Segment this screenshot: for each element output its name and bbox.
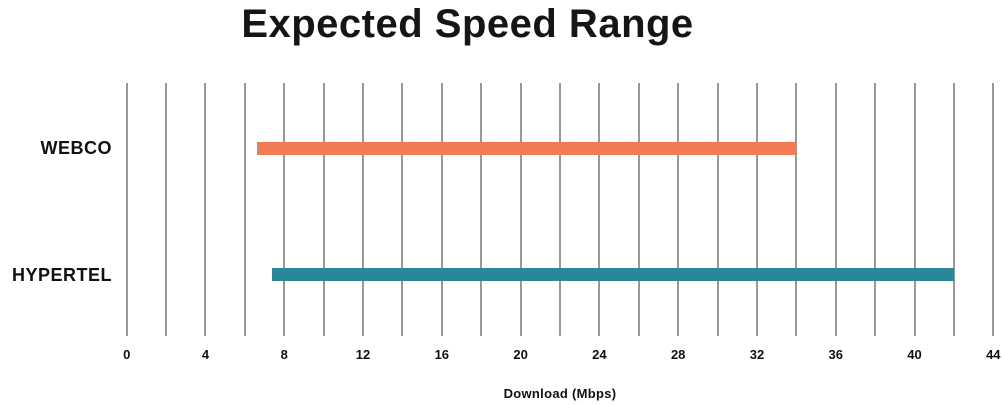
gridline: [755, 83, 758, 336]
x-tick-label: 40: [907, 347, 922, 362]
gridline: [480, 83, 483, 336]
x-axis-label: Download (Mbps): [503, 386, 617, 401]
range-bar-webco: [256, 141, 797, 155]
x-tick-label: 36: [828, 347, 843, 362]
x-tick-label: 28: [670, 347, 686, 362]
x-tick-label: 20: [513, 347, 528, 362]
gridline: [677, 83, 680, 336]
gridline: [204, 83, 207, 336]
gridline: [874, 83, 877, 336]
category-label-hypertel: HYPERTEL: [11, 264, 112, 285]
gridline: [795, 83, 798, 336]
gridline: [834, 83, 837, 336]
range-bar-hypertel: [272, 268, 954, 282]
gridline: [401, 83, 404, 336]
x-tick-label: 32: [749, 347, 765, 362]
gridline: [243, 83, 246, 336]
x-tick-label: 24: [592, 347, 607, 362]
gridline: [716, 83, 719, 336]
x-tick-label: 8: [280, 347, 288, 362]
gridline: [519, 83, 522, 336]
x-tick-label: 4: [201, 347, 210, 362]
x-tick-label: 0: [123, 347, 131, 362]
gridline: [637, 83, 640, 336]
gridline: [165, 83, 168, 336]
gridline: [559, 83, 561, 336]
gridline: [125, 83, 128, 336]
gridline: [952, 83, 955, 336]
category-label-webco: WEBCO: [40, 138, 112, 159]
x-tick-label: 16: [434, 347, 450, 362]
gridline: [598, 83, 601, 336]
gridline: [913, 83, 916, 336]
gridline: [440, 83, 443, 336]
x-tick-label: 12: [355, 347, 371, 362]
gridline: [362, 83, 365, 336]
gridline: [283, 83, 286, 336]
chart-title: Expected Speed Range: [241, 2, 694, 46]
x-tick-label: 44: [986, 347, 1001, 362]
gridline: [322, 83, 325, 336]
gridline: [992, 83, 995, 336]
